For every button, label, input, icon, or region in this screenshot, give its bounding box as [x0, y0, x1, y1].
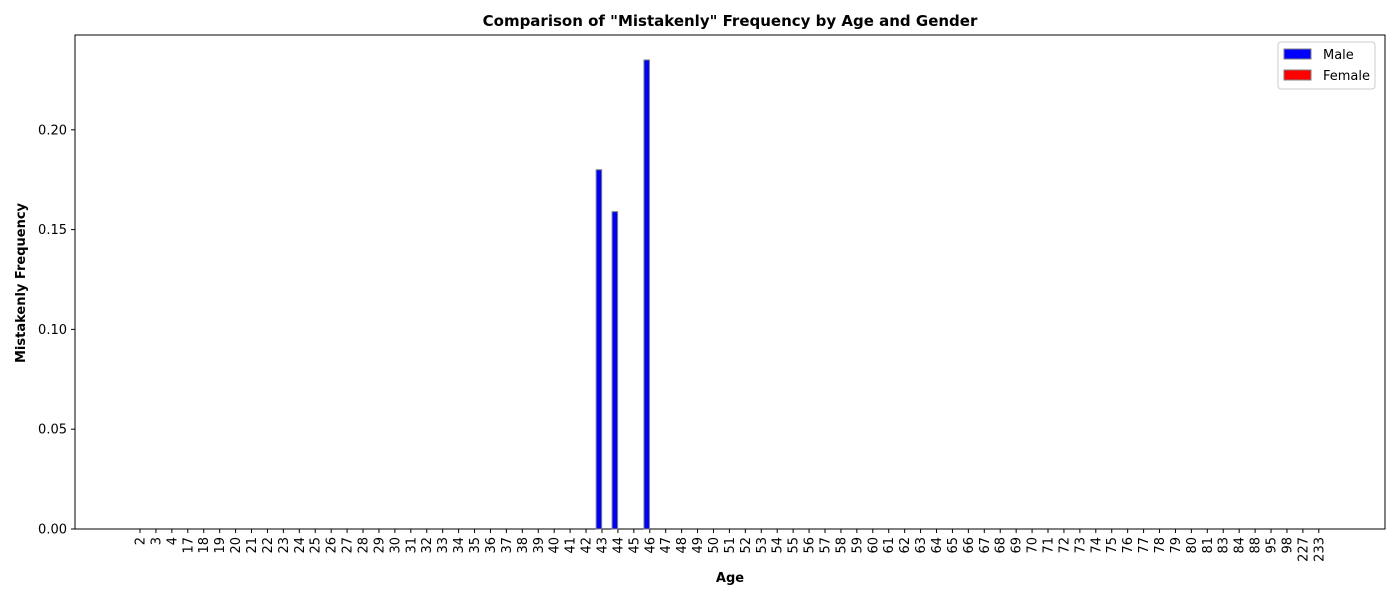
x-tick-label: 41	[564, 537, 579, 554]
x-tick-label: 74	[1089, 537, 1104, 554]
x-tick-label: 52	[739, 537, 754, 554]
plot-area: 0.000.050.100.150.202 3 4 17 18 19 20 21 22 23 24 2…	[38, 34, 1386, 562]
x-tick-label: 31	[404, 537, 419, 554]
x-tick-label: 25	[309, 537, 324, 554]
x-tick-label: 61	[882, 537, 897, 554]
x-tick-label: 62	[898, 537, 913, 554]
x-tick-label: 69	[1010, 537, 1025, 554]
x-tick-label: 68	[994, 537, 1009, 554]
x-tick-label: 40	[548, 537, 563, 554]
x-tick-label: 46	[643, 537, 658, 554]
x-tick-label: 23	[277, 537, 292, 554]
x-tick-label: 35	[468, 537, 483, 554]
x-tick-label: 67	[978, 537, 993, 554]
x-tick-label: 54	[771, 537, 786, 554]
y-tick-label: 0.15	[38, 223, 67, 238]
bar-male-44	[611, 211, 619, 530]
y-tick-label: 0.05	[38, 423, 67, 438]
x-tick-label: 27	[341, 537, 356, 554]
x-tick-label: 24	[293, 537, 308, 554]
x-tick-label: 83	[1217, 537, 1232, 554]
x-tick-label: 65	[946, 537, 961, 554]
x-tick-label: 37	[500, 537, 515, 554]
x-tick-label: 20	[229, 537, 244, 554]
plot-frame	[74, 34, 1386, 530]
y-tick-label: 0.00	[38, 523, 67, 538]
x-tick-label: 17	[181, 537, 196, 554]
x-tick-label: 233	[1312, 537, 1327, 562]
x-tick-label: 60	[866, 537, 881, 554]
x-tick-label: 45	[627, 537, 642, 554]
y-tick-label: 0.10	[38, 323, 67, 338]
x-tick-label: 77	[1137, 537, 1152, 554]
legend-label-male: Male	[1323, 48, 1354, 63]
x-tick-label: 55	[787, 537, 802, 554]
x-tick-label: 79	[1169, 537, 1184, 554]
x-tick-label: 64	[930, 537, 945, 554]
x-tick-label: 22	[261, 537, 276, 554]
x-tick-label: 66	[962, 537, 977, 554]
x-tick-label: 81	[1201, 537, 1216, 554]
x-tick-label: 56	[803, 537, 818, 554]
x-axis-title: Age	[716, 571, 744, 586]
x-tick-label: 42	[580, 537, 595, 554]
bar-male-43	[595, 169, 603, 530]
x-tick-label: 19	[213, 537, 228, 554]
x-tick-label: 75	[1105, 537, 1120, 554]
x-tick-label: 95	[1265, 537, 1280, 554]
x-tick-label: 80	[1185, 537, 1200, 554]
x-tick-label: 227	[1296, 537, 1311, 562]
x-tick-label: 2	[134, 537, 149, 545]
x-tick-label: 21	[245, 537, 260, 554]
x-tick-label: 78	[1153, 537, 1168, 554]
x-tick-label: 28	[357, 537, 372, 554]
x-tick-label: 73	[1073, 537, 1088, 554]
x-tick-label: 50	[707, 537, 722, 554]
x-tick-label: 88	[1249, 537, 1264, 554]
x-tick-label: 34	[452, 537, 467, 554]
x-tick-label: 72	[1057, 537, 1072, 554]
x-tick-label: 30	[388, 537, 403, 554]
x-tick-label: 39	[532, 537, 547, 554]
x-tick-label: 49	[691, 537, 706, 554]
x-tick-label: 33	[436, 537, 451, 554]
legend-label-female: Female	[1323, 69, 1370, 84]
x-tick-label: 51	[723, 537, 738, 554]
legend: Male Female	[1277, 41, 1376, 90]
y-tick-label: 0.20	[38, 123, 67, 138]
x-tick-label: 48	[675, 537, 690, 554]
chart-title: Comparison of "Mistakenly" Frequency by …	[483, 12, 978, 30]
x-tick-label: 84	[1233, 537, 1248, 554]
bar-male-46	[643, 59, 650, 530]
x-tick-label: 98	[1280, 537, 1295, 554]
x-tick-label: 59	[850, 537, 865, 554]
x-tick-label: 3	[149, 537, 164, 545]
x-tick-label: 57	[818, 537, 833, 554]
x-tick-label: 47	[659, 537, 674, 554]
x-tick-label: 18	[197, 537, 212, 554]
x-tick-label: 76	[1121, 537, 1136, 554]
x-tick-label: 63	[914, 537, 929, 554]
x-tick-label: 38	[516, 537, 531, 554]
legend-swatch-male	[1283, 48, 1312, 60]
x-tick-label: 29	[372, 537, 387, 554]
x-tick-label: 53	[755, 537, 770, 554]
y-axis-title: Mistakenly Frequency	[14, 202, 29, 363]
x-tick-label: 32	[420, 537, 435, 554]
x-tick-label: 36	[484, 537, 499, 554]
x-tick-label: 58	[834, 537, 849, 554]
x-tick-label: 26	[325, 537, 340, 554]
x-tick-label: 44	[611, 537, 626, 554]
x-tick-label: 70	[1026, 537, 1041, 554]
x-tick-label: 43	[595, 537, 610, 554]
legend-swatch-female	[1283, 69, 1312, 81]
x-tick-label: 71	[1042, 537, 1057, 554]
x-tick-label: 4	[165, 537, 180, 545]
